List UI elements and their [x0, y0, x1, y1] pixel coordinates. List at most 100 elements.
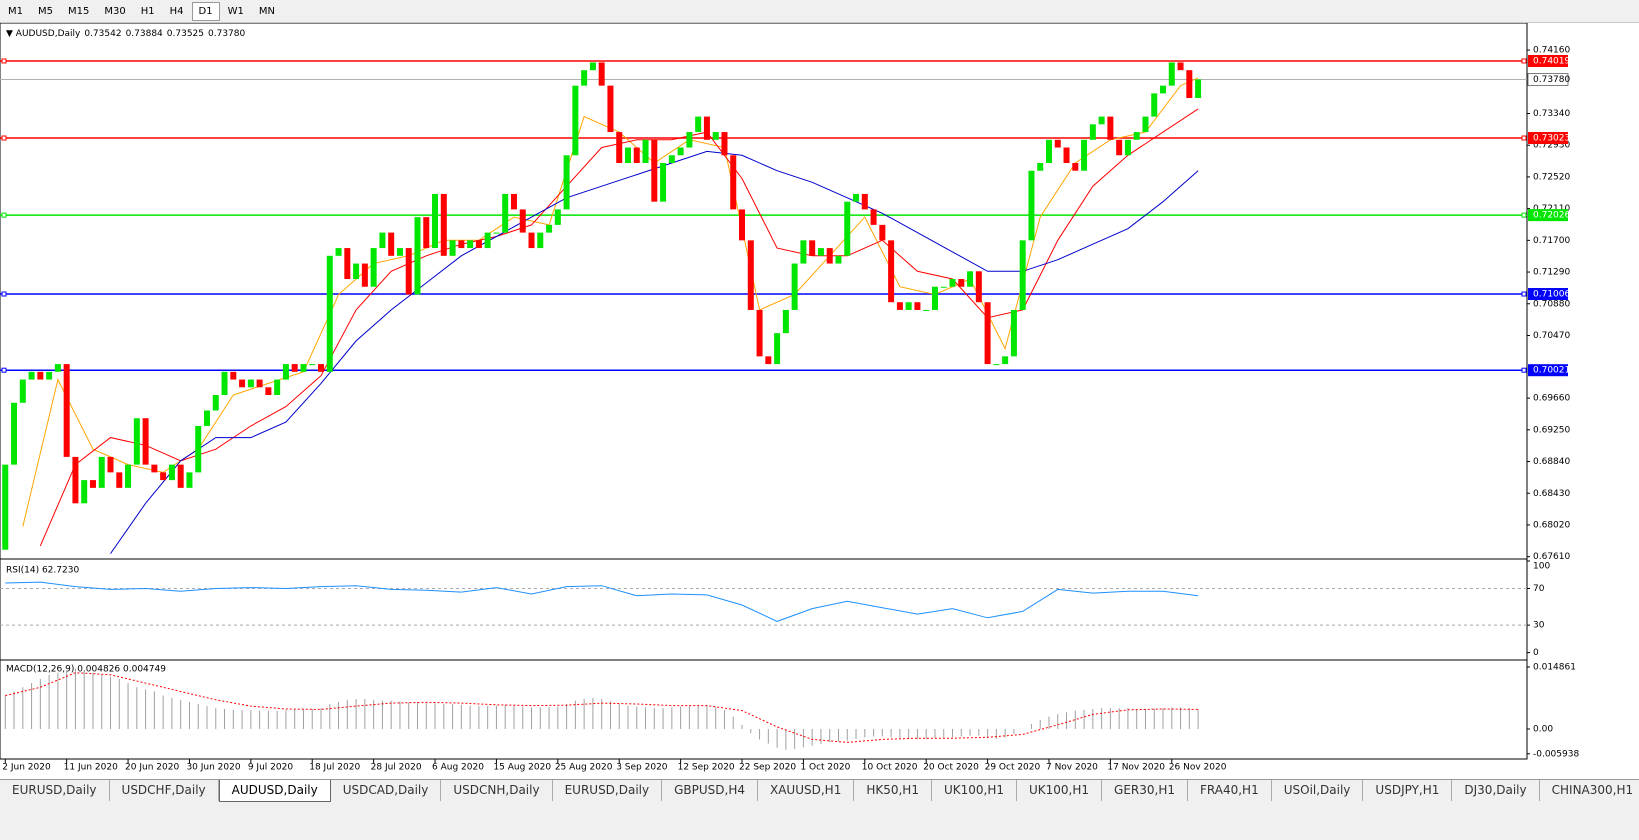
candle-body [177, 464, 184, 488]
chart-tab[interactable]: GER30,H1 [1102, 780, 1188, 801]
level-anchor [1521, 58, 1527, 64]
timeframe-button[interactable]: MN [258, 5, 275, 17]
candle-body [1072, 162, 1079, 171]
candle-body [467, 240, 474, 249]
candle-body [598, 62, 605, 86]
timeframe-button[interactable]: W1 [227, 5, 244, 17]
candle-body [300, 364, 307, 372]
candle-body [844, 201, 851, 256]
rsi-line [5, 581, 1199, 622]
chart-tab[interactable]: GBPUSD,H4 [662, 780, 758, 801]
y-tick-label: 0.71290 [1533, 268, 1570, 278]
candle-body [774, 333, 781, 365]
candle-body [703, 116, 710, 140]
chart-tab[interactable]: CHINA300,H1 [1540, 780, 1639, 801]
level-label: 0.70021 [1533, 366, 1570, 376]
candle-body [616, 132, 623, 163]
candle-body [1177, 62, 1184, 71]
candle-body [160, 472, 167, 481]
y-tick-label: 0.72520 [1533, 172, 1570, 182]
candle-body [186, 472, 193, 488]
level-anchor [1, 58, 7, 64]
candle-body [1028, 170, 1035, 241]
candle-body [151, 464, 158, 473]
x-tick-label: 12 Sep 2020 [678, 763, 735, 773]
x-tick-label: 22 Sep 2020 [739, 763, 796, 773]
timeframe-button[interactable]: M30 [104, 5, 126, 17]
candle-body [931, 286, 938, 310]
chart-tab[interactable]: USDCHF,Daily [110, 780, 219, 801]
y-tick-label: 0.72930 [1533, 141, 1570, 151]
chart-tab[interactable]: UK100,H1 [932, 780, 1017, 801]
candle-body [940, 286, 947, 288]
chart-tab[interactable]: USDCNH,Daily [441, 780, 553, 801]
candle-body [168, 464, 175, 481]
x-tick-label: 2 Jun 2020 [2, 763, 51, 773]
candle-body [809, 240, 816, 256]
chart-tab[interactable]: DJ30,Daily [1452, 780, 1540, 801]
level-label: 0.72026 [1533, 211, 1570, 221]
timeframe-button[interactable]: H1 [140, 5, 155, 17]
candle-body [510, 193, 517, 210]
chart-tab[interactable]: USOil,Daily [1272, 780, 1364, 801]
chart-tab[interactable]: EURUSD,Daily [553, 780, 663, 801]
candle-body [256, 379, 263, 388]
y-tick-label: 0.74160 [1533, 46, 1570, 56]
candle-body [914, 302, 921, 310]
chart-tab[interactable]: UK100,H1 [1017, 780, 1103, 801]
x-tick-label: 9 Jul 2020 [248, 763, 293, 773]
candle-body [37, 371, 44, 380]
candle-body [81, 480, 88, 504]
candle-body [782, 309, 789, 334]
chart-tab[interactable]: HK50,H1 [854, 780, 932, 801]
macd-title: MACD(12,26,9) 0.004826 0.004749 [6, 665, 166, 675]
x-tick-label: 6 Aug 2020 [432, 763, 484, 773]
candle-body [581, 70, 588, 86]
timeframe-button[interactable]: M15 [68, 5, 90, 17]
timeframe-button[interactable]: D1 [191, 1, 220, 21]
chart-tab[interactable]: FRA40,H1 [1188, 780, 1272, 801]
candle-body [923, 309, 930, 311]
timeframe-button[interactable]: M5 [38, 5, 53, 17]
timeframe-button[interactable]: H4 [169, 5, 184, 17]
rsi-tick-label: 100 [1533, 562, 1550, 572]
ohlc-value: 0.73542 [84, 29, 122, 39]
candle-body [370, 248, 377, 287]
chart-tab[interactable]: USDJPY,H1 [1363, 780, 1453, 801]
y-tick-label: 0.69660 [1533, 394, 1570, 404]
candle-body [282, 364, 289, 380]
x-tick-label: 28 Jul 2020 [371, 763, 422, 773]
x-tick-label: 7 Nov 2020 [1046, 763, 1098, 773]
candle-body [458, 240, 465, 249]
y-tick-label: 0.70880 [1533, 299, 1570, 309]
x-tick-label: 15 Aug 2020 [493, 763, 551, 773]
candle-body [54, 364, 61, 372]
candle-body [660, 162, 667, 202]
chart-tab[interactable]: XAUUSD,H1 [758, 780, 855, 801]
level-anchor [1, 135, 7, 141]
y-tick-label: 0.73340 [1533, 109, 1570, 119]
chart-tab[interactable]: AUDUSD,Daily [218, 780, 331, 802]
chart-tab[interactable]: EURUSD,Daily [0, 780, 110, 801]
candle-body [984, 302, 991, 365]
candle-body [1019, 240, 1026, 310]
candle-body [826, 248, 833, 264]
candle-body [1124, 139, 1131, 156]
symbol: AUDUSD,Daily [15, 29, 81, 39]
candle-body [230, 371, 237, 380]
candle-body [247, 379, 254, 388]
level-anchor [1521, 291, 1527, 297]
candle-body [1010, 309, 1017, 357]
candle-body [1054, 139, 1061, 148]
candle-body [572, 85, 579, 156]
timeframe-button[interactable]: M1 [8, 5, 23, 17]
candle-body [309, 364, 316, 366]
candle-body [1195, 79, 1202, 99]
level-anchor [1, 212, 7, 218]
y-tick-label: 0.70470 [1533, 331, 1570, 341]
level-label-box [1528, 288, 1568, 301]
candle-body [888, 240, 895, 303]
candle-body [853, 193, 860, 202]
chart-tab[interactable]: USDCAD,Daily [331, 780, 442, 801]
